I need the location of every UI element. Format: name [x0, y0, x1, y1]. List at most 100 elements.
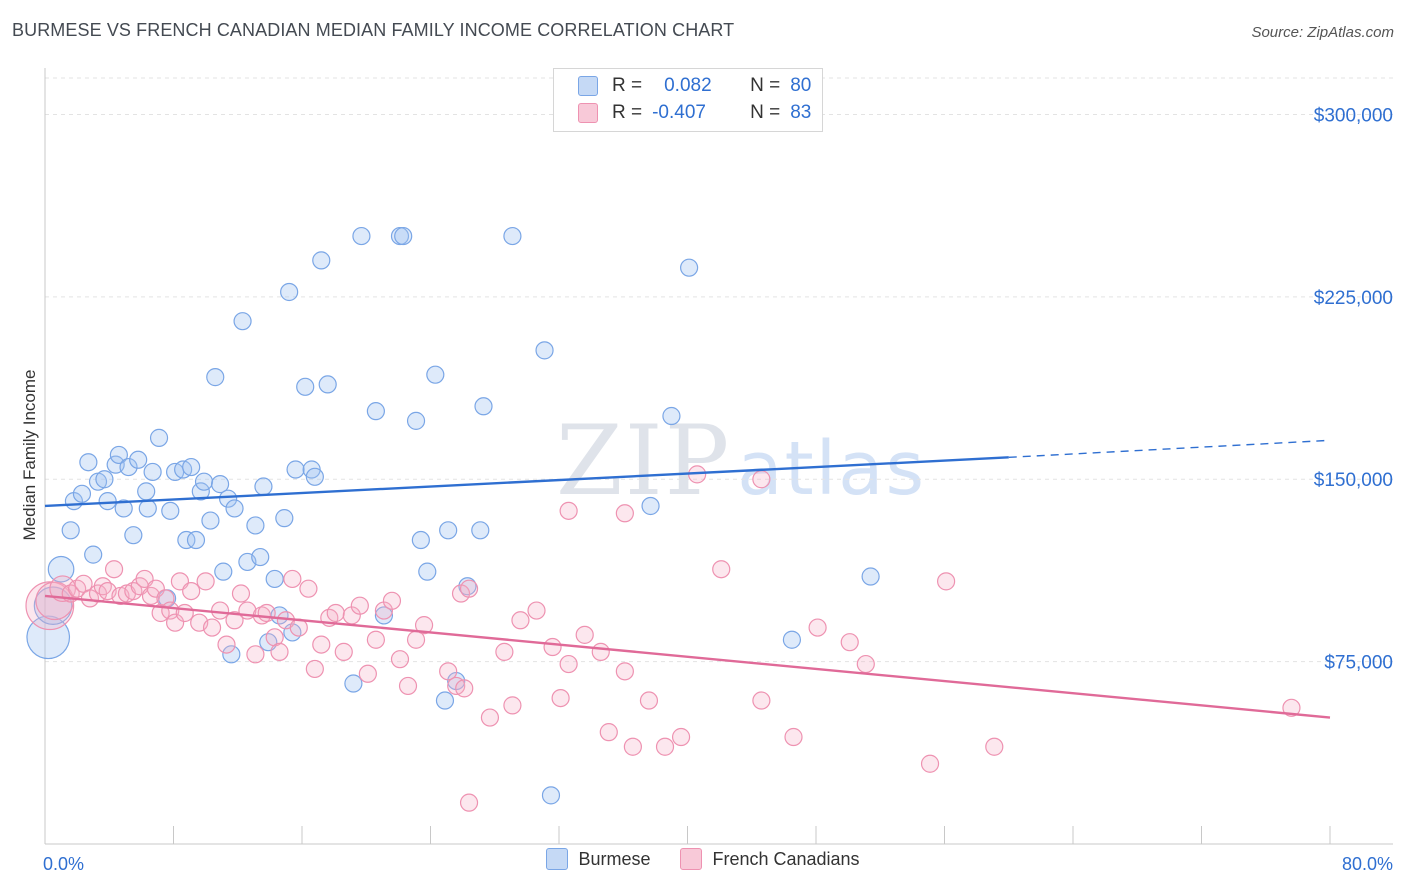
burmese-point	[137, 482, 156, 501]
y-tick-label: $75,000	[1324, 653, 1393, 674]
french-canadian-point	[326, 603, 345, 623]
french-canadian-point	[511, 611, 530, 630]
burmese-point	[233, 312, 252, 331]
y-axis-label: Median Family Income	[20, 369, 39, 540]
french-canadian-point	[305, 659, 324, 679]
french-canadian-point	[712, 560, 731, 579]
french-canadian-point	[202, 618, 222, 637]
legend-item-burmese[interactable]: Burmese	[546, 848, 650, 870]
french-canadian-point	[808, 618, 827, 637]
x-tick-label: 0.0%	[43, 854, 84, 874]
french-canadian-point	[784, 727, 803, 747]
burmese-point	[84, 545, 103, 564]
french-canadian-point	[985, 737, 1004, 756]
burmese-point	[251, 547, 270, 567]
french-canadian-point	[559, 654, 578, 674]
french-canadian-point	[615, 662, 634, 681]
watermark: ZIPatlas	[556, 405, 926, 517]
french-canadian-point	[382, 591, 402, 610]
french-canadian-point	[495, 642, 514, 661]
burmese-point	[305, 467, 324, 486]
stats-n-label: N =	[750, 75, 781, 96]
french-canadian-point	[166, 613, 185, 632]
burmese-point	[114, 499, 133, 518]
burmese-point	[222, 645, 241, 664]
french-canadian-point	[49, 575, 77, 603]
french-canadian-point	[257, 603, 276, 623]
y-tick-label: $150,000	[1314, 470, 1393, 491]
burmese-point	[214, 562, 233, 581]
burmese-point	[225, 499, 244, 518]
burmese-point	[474, 397, 493, 416]
french-canadian-point	[217, 635, 236, 654]
french-canadian-point	[182, 581, 201, 601]
axes	[44, 68, 1393, 845]
burmese-point	[124, 526, 143, 545]
burmese-point	[210, 475, 230, 494]
burmese-point	[177, 530, 196, 550]
stats-n-value: 80	[790, 75, 812, 96]
burmese-point	[662, 406, 681, 426]
burmese-point	[47, 555, 75, 583]
burmese-trend-line	[44, 456, 1009, 508]
french-canadian-point	[231, 584, 251, 603]
x-tick-label: 80.0%	[1342, 854, 1393, 874]
french-canadian-point	[623, 737, 642, 756]
source-label: Source: ZipAtlas.com	[1251, 24, 1394, 41]
stats-r-label: R =	[612, 75, 643, 96]
french-canadian-point	[390, 650, 410, 669]
burmese-point	[246, 516, 265, 535]
french-canadian-point	[459, 793, 479, 812]
burmese-point	[296, 377, 315, 396]
french-canadian-point	[599, 723, 618, 742]
french-canadian-point	[480, 708, 500, 727]
french-canadian-point	[840, 633, 859, 652]
burmese-point	[439, 521, 458, 540]
burmese-point	[541, 786, 561, 805]
french-canadian-point	[104, 560, 124, 579]
burmese-point	[72, 484, 92, 503]
french-canadian-point	[752, 470, 771, 489]
french-canadian-point	[414, 616, 434, 635]
french-canadian-point	[459, 579, 479, 598]
chart-title: BURMESE VS FRENCH CANADIAN MEDIAN FAMILY…	[12, 20, 735, 40]
french-canadian-point	[334, 642, 353, 661]
trend-lines	[44, 439, 1331, 719]
french-canadian-point	[270, 642, 289, 661]
burmese-point	[275, 509, 294, 528]
stats-swatch-french-canadians	[578, 103, 598, 123]
stats-row-burmese: R = 0.082 N = 80	[578, 73, 811, 99]
burmese-point	[201, 511, 220, 530]
burmese-point	[435, 691, 455, 710]
burmese-point	[366, 402, 385, 421]
burmese-point	[95, 470, 114, 489]
burmese-trend-extension	[1008, 439, 1331, 459]
y-tick-label: $225,000	[1314, 288, 1393, 309]
burmese-point	[641, 496, 660, 516]
french-canadian-point	[639, 691, 659, 710]
french-canadian-point	[175, 603, 194, 623]
french-canadian-point	[299, 579, 318, 598]
french-canadian-point	[856, 654, 875, 674]
legend-item-french-canadians[interactable]: French Canadians	[680, 848, 860, 870]
burmese-point	[344, 674, 363, 693]
burmese-point	[79, 453, 98, 472]
french-canadian-point	[527, 601, 546, 620]
burmese-point	[374, 606, 394, 625]
stats-n-value: 83	[790, 102, 812, 123]
french-canadian-point	[312, 635, 331, 654]
burmese-point	[161, 501, 180, 520]
burmese-point	[318, 375, 337, 394]
french-canadian-point	[196, 572, 215, 591]
burmese-point	[129, 450, 148, 469]
stats-box: R = 0.082 N = 80 R = -0.407 N = 83	[553, 68, 823, 132]
legend-label-french-canadians: French Canadians	[712, 848, 860, 869]
french-canadian-trend-line	[44, 594, 1331, 719]
french-canadian-point	[591, 642, 610, 661]
burmese-point	[352, 226, 371, 246]
french-canadian-point	[551, 688, 570, 708]
french-canadian-point	[455, 679, 474, 698]
stats-n-label: N =	[750, 102, 781, 123]
burmese-point	[312, 251, 331, 270]
